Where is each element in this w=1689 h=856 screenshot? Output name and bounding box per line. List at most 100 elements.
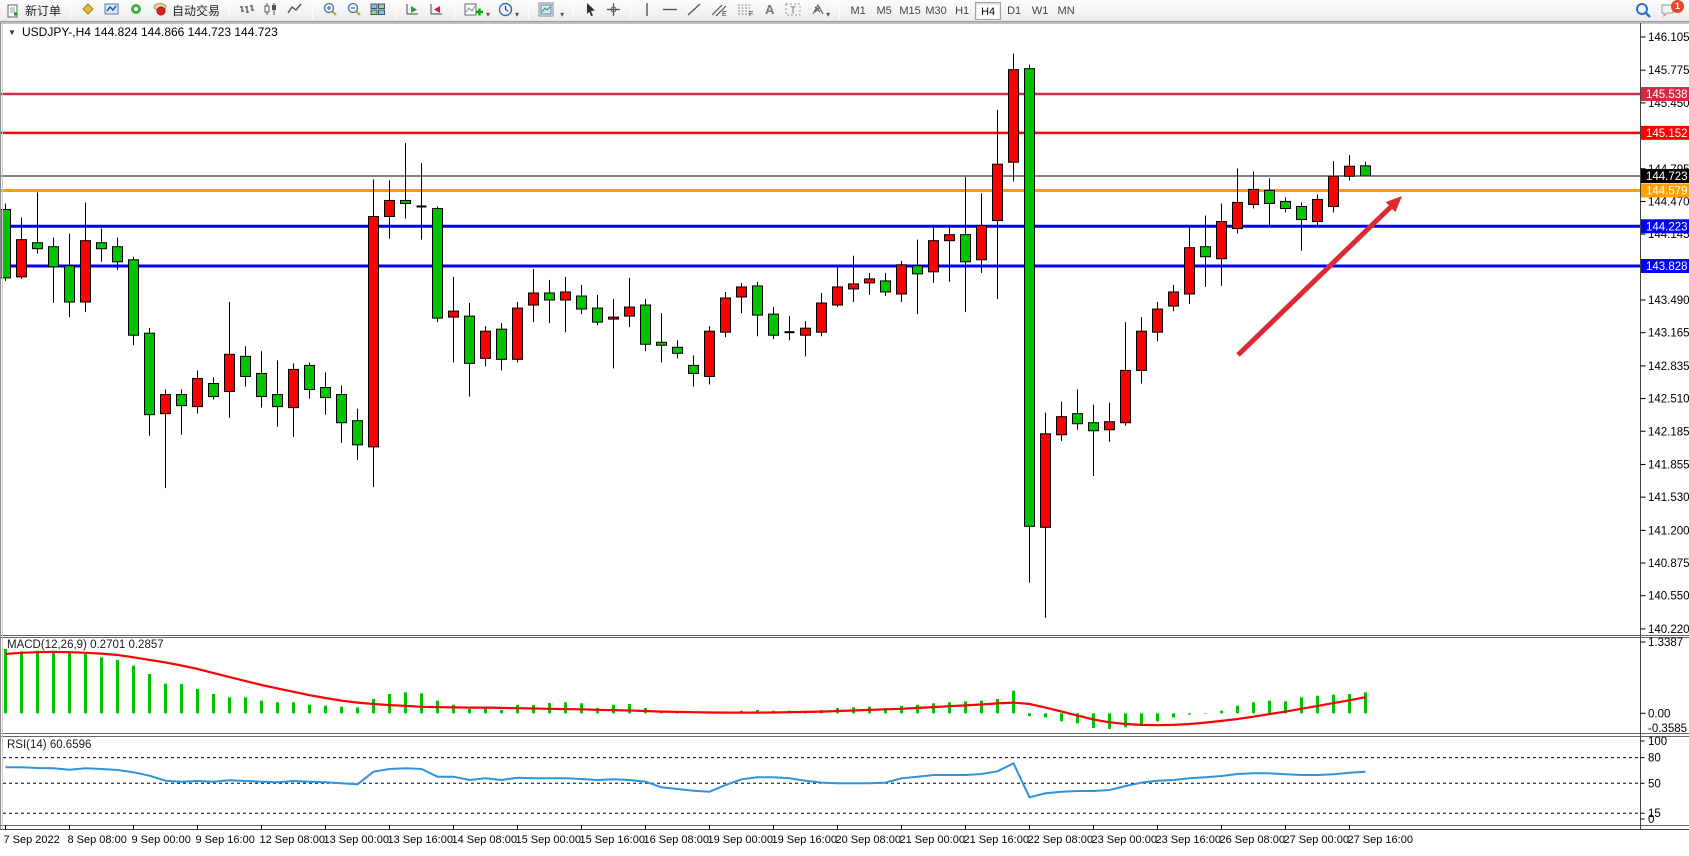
svg-text:141.530: 141.530 (1648, 492, 1689, 504)
macd-signal-line (6, 652, 1366, 725)
svg-text:140.220: 140.220 (1648, 624, 1689, 636)
svg-text:23 Sep 16:00: 23 Sep 16:00 (1156, 834, 1221, 846)
svg-text:140.550: 140.550 (1648, 591, 1689, 603)
trendline-tool-icon[interactable] (682, 1, 706, 21)
svg-text:19 Sep 16:00: 19 Sep 16:00 (772, 834, 837, 846)
svg-text:143.828: 143.828 (1646, 261, 1688, 273)
fibonacci-tool-icon[interactable]: F (732, 1, 758, 21)
new-order-icon (7, 4, 21, 18)
horizontal-line-tool-icon[interactable] (658, 1, 682, 21)
svg-text:14 Sep 08:00: 14 Sep 08:00 (452, 834, 517, 846)
zoom-out-icon[interactable] (342, 1, 366, 21)
timeframe-H4[interactable]: H4 (975, 2, 1001, 20)
candle-chart-type-icon[interactable] (259, 1, 283, 21)
indicators-icon[interactable]: ▾ (460, 1, 494, 21)
svg-text:19 Sep 00:00: 19 Sep 00:00 (708, 834, 773, 846)
equidistant-channel-icon[interactable]: E (706, 1, 732, 21)
timeframe-clock-icon[interactable]: ▾ (494, 1, 523, 21)
timeframe-M30[interactable]: M30 (923, 2, 949, 20)
svg-text:145.775: 145.775 (1648, 65, 1689, 77)
svg-text:142.510: 142.510 (1648, 394, 1689, 406)
svg-text:0: 0 (1648, 814, 1654, 826)
autotrade-button[interactable]: 自动交易 (148, 1, 224, 21)
chart-shift-icon[interactable] (425, 1, 449, 21)
chart-canvas[interactable]: 146.105145.775145.450145.125144.795144.4… (0, 22, 1689, 851)
svg-text:145.152: 145.152 (1646, 128, 1688, 140)
svg-text:23 Sep 00:00: 23 Sep 00:00 (1092, 834, 1157, 846)
crosshair-icon[interactable] (602, 1, 625, 21)
svg-text:9 Sep 00:00: 9 Sep 00:00 (132, 834, 191, 846)
new-order-button[interactable]: 新订单 (3, 1, 65, 21)
svg-text:21 Sep 00:00: 21 Sep 00:00 (900, 834, 965, 846)
svg-text:9 Sep 16:00: 9 Sep 16:00 (196, 834, 255, 846)
svg-text:142.185: 142.185 (1648, 426, 1689, 438)
chart-area[interactable]: 146.105145.775145.450145.125144.795144.4… (0, 22, 1689, 851)
shapes-tool-icon[interactable]: ▾ (806, 1, 834, 21)
timeframe-H1[interactable]: H1 (949, 2, 975, 20)
svg-text:143.165: 143.165 (1648, 328, 1689, 340)
svg-text:144.223: 144.223 (1646, 221, 1688, 233)
svg-text:F: F (749, 11, 753, 17)
svg-text:1.3387: 1.3387 (1648, 637, 1683, 649)
svg-text:12 Sep 08:00: 12 Sep 08:00 (260, 834, 325, 846)
rsi-label: RSI(14) 60.6596 (7, 739, 91, 751)
chart-title: ▼ USDJPY-,H4 144.824 144.866 144.723 144.… (8, 25, 278, 39)
svg-text:143.490: 143.490 (1648, 295, 1689, 307)
svg-text:22 Sep 08:00: 22 Sep 08:00 (1028, 834, 1093, 846)
cursor-icon[interactable] (579, 1, 602, 21)
price-badges: 145.538 145.152 144.723 144.579 144.223 143.8… (1641, 87, 1689, 273)
svg-text:A: A (765, 2, 775, 17)
new-order-label: 新订单 (25, 2, 61, 19)
timeframe-D1[interactable]: D1 (1001, 2, 1027, 20)
timeframe-M1[interactable]: M1 (845, 2, 871, 20)
autotrade-label: 自动交易 (172, 2, 220, 19)
svg-text:144.579: 144.579 (1646, 186, 1688, 198)
svg-text:141.855: 141.855 (1648, 459, 1689, 471)
quotes-icon[interactable] (76, 1, 100, 21)
auto-scroll-icon[interactable] (401, 1, 425, 21)
svg-text:▼: ▼ (8, 28, 16, 37)
svg-text:146.105: 146.105 (1648, 32, 1689, 44)
svg-text:21 Sep 16:00: 21 Sep 16:00 (964, 834, 1029, 846)
svg-text:144.470: 144.470 (1648, 196, 1689, 208)
text-tool-icon[interactable]: A (758, 1, 781, 21)
bar-chart-type-icon[interactable] (235, 1, 259, 21)
price-axis[interactable]: 146.105145.775145.450145.125144.795144.4… (1641, 32, 1689, 636)
autotrade-icon (152, 2, 168, 19)
svg-text:27 Sep 00:00: 27 Sep 00:00 (1284, 834, 1349, 846)
search-icon[interactable] (1631, 1, 1656, 21)
svg-text:USDJPY-,H4 144.824 144.866 14: USDJPY-,H4 144.824 144.866 144.723 144.7… (22, 25, 278, 39)
vertical-line-tool-icon[interactable] (636, 1, 658, 21)
svg-text:-0.3585: -0.3585 (1648, 723, 1687, 735)
chart-window-icon[interactable] (100, 1, 124, 21)
market-watch-icon[interactable] (124, 1, 148, 21)
text-label-tool-icon[interactable]: T (781, 1, 806, 21)
timeframe-M15[interactable]: M15 (897, 2, 923, 20)
svg-text:50: 50 (1648, 778, 1661, 790)
svg-text:80: 80 (1648, 753, 1661, 765)
svg-text:16 Sep 08:00: 16 Sep 08:00 (644, 834, 709, 846)
svg-text:13 Sep 16:00: 13 Sep 16:00 (388, 834, 453, 846)
macd-label: MACD(12,26,9) 0.2701 0.2857 (7, 639, 164, 651)
line-chart-type-icon[interactable] (283, 1, 307, 21)
template-icon[interactable]: ▾ (534, 1, 568, 21)
svg-text:145.538: 145.538 (1646, 89, 1688, 101)
toolbar: 新订单 自动交易 ▾ ▾ ▾ (0, 0, 1689, 22)
svg-text:26 Sep 08:00: 26 Sep 08:00 (1220, 834, 1285, 846)
svg-text:144.723: 144.723 (1646, 171, 1688, 183)
rsi-line (6, 763, 1366, 797)
timeframe-W1[interactable]: W1 (1027, 2, 1053, 20)
svg-text:142.835: 142.835 (1648, 361, 1689, 373)
tile-windows-icon[interactable] (366, 1, 390, 21)
svg-text:E: E (722, 11, 727, 17)
notification-badge: 1 (1671, 0, 1684, 13)
svg-text:13 Sep 00:00: 13 Sep 00:00 (324, 834, 389, 846)
notifications-icon[interactable]: 1 (1656, 1, 1682, 21)
zoom-in-icon[interactable] (318, 1, 342, 21)
timeframe-MN[interactable]: MN (1053, 2, 1079, 20)
timeframe-M5[interactable]: M5 (871, 2, 897, 20)
svg-text:20 Sep 08:00: 20 Sep 08:00 (836, 834, 901, 846)
